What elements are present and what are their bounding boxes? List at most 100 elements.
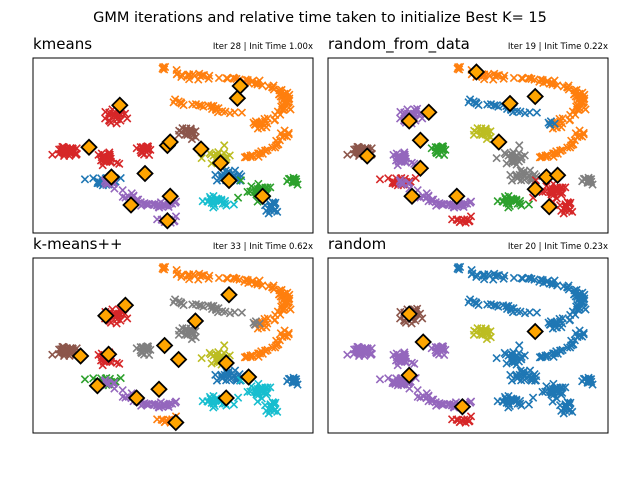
data-point — [204, 74, 213, 83]
cluster-center-marker — [400, 305, 418, 323]
data-point — [455, 62, 465, 72]
data-point — [160, 417, 169, 427]
data-point — [160, 262, 170, 272]
data-point — [479, 275, 489, 284]
cluster-center-marker — [150, 380, 168, 399]
data-point — [293, 180, 302, 189]
data-point — [343, 150, 352, 159]
panel-info: Iter 19 | Init Time 0.22x — [508, 42, 608, 52]
data-point — [490, 269, 499, 278]
cluster-center-marker — [526, 180, 544, 199]
data-point — [570, 90, 579, 99]
data-point — [191, 99, 201, 109]
data-point — [465, 95, 475, 104]
data-point — [258, 281, 267, 290]
data-point — [447, 415, 457, 424]
data-point — [243, 387, 252, 397]
data-point — [172, 65, 181, 75]
cluster-center-marker — [161, 133, 179, 151]
data-point — [273, 207, 282, 217]
cluster-center-marker — [400, 112, 418, 130]
data-point — [237, 108, 247, 117]
data-point — [403, 105, 412, 114]
data-point — [472, 99, 481, 108]
data-point — [535, 353, 545, 362]
data-point — [58, 342, 67, 352]
data-point — [449, 202, 458, 212]
data-point — [273, 407, 282, 417]
data-point — [486, 299, 496, 309]
data-point — [177, 272, 186, 282]
data-point — [222, 368, 232, 377]
data-point — [59, 151, 69, 161]
data-point — [485, 71, 494, 81]
data-point — [177, 299, 186, 308]
data-point — [266, 183, 275, 192]
data-point — [552, 387, 561, 397]
cluster-center-marker — [217, 354, 235, 372]
data-point — [479, 75, 489, 84]
data-point — [517, 354, 526, 364]
data-point — [205, 348, 214, 358]
data-point — [80, 175, 90, 184]
data-point — [205, 71, 214, 80]
cluster-center-marker — [467, 63, 486, 81]
cluster-center-marker — [526, 322, 544, 341]
data-point — [243, 187, 252, 197]
data-point — [557, 190, 566, 199]
data-point — [186, 124, 195, 133]
data-point — [515, 141, 524, 150]
panel-info: Iter 20 | Init Time 0.23x — [508, 242, 608, 252]
data-point — [400, 148, 409, 157]
panel-title: kmeans — [33, 35, 92, 53]
data-point — [483, 131, 493, 140]
data-point — [577, 132, 587, 141]
data-point — [205, 271, 214, 280]
data-point — [550, 349, 560, 358]
data-point — [270, 143, 280, 152]
data-point — [209, 199, 218, 208]
data-point — [558, 314, 567, 323]
data-point — [431, 198, 440, 207]
data-point — [138, 143, 147, 152]
data-point — [550, 149, 560, 158]
data-point — [290, 375, 300, 384]
data-point — [588, 180, 597, 189]
data-point — [195, 69, 204, 78]
data-point — [563, 343, 572, 352]
data-point — [354, 351, 364, 361]
data-point — [512, 370, 521, 379]
data-point — [249, 318, 258, 327]
panel-title: random_from_data — [328, 35, 470, 54]
data-point — [237, 308, 247, 317]
data-point — [48, 350, 57, 359]
data-point — [190, 71, 199, 81]
data-point — [507, 176, 517, 185]
cluster-center-marker — [220, 171, 238, 190]
data-point — [531, 376, 541, 385]
data-point — [217, 370, 226, 379]
cluster-center-marker — [228, 89, 247, 108]
cluster-center-marker — [169, 350, 188, 369]
data-point — [553, 81, 562, 90]
data-point — [249, 118, 258, 127]
data-point — [137, 148, 146, 157]
cluster-center-marker — [231, 77, 249, 95]
data-point — [233, 193, 243, 202]
cluster-center-marker — [102, 168, 121, 186]
data-point — [568, 207, 577, 217]
data-point — [439, 350, 449, 360]
data-point — [538, 387, 547, 397]
data-point — [277, 85, 286, 95]
data-point — [246, 187, 255, 196]
data-point — [138, 343, 147, 352]
data-point — [455, 217, 464, 227]
data-point — [343, 350, 352, 359]
data-point — [577, 332, 587, 341]
cluster-center-marker — [253, 187, 272, 206]
data-point — [48, 150, 57, 159]
data-point — [105, 148, 114, 157]
data-point — [210, 201, 219, 211]
data-point — [212, 194, 221, 203]
data-point — [273, 307, 283, 316]
